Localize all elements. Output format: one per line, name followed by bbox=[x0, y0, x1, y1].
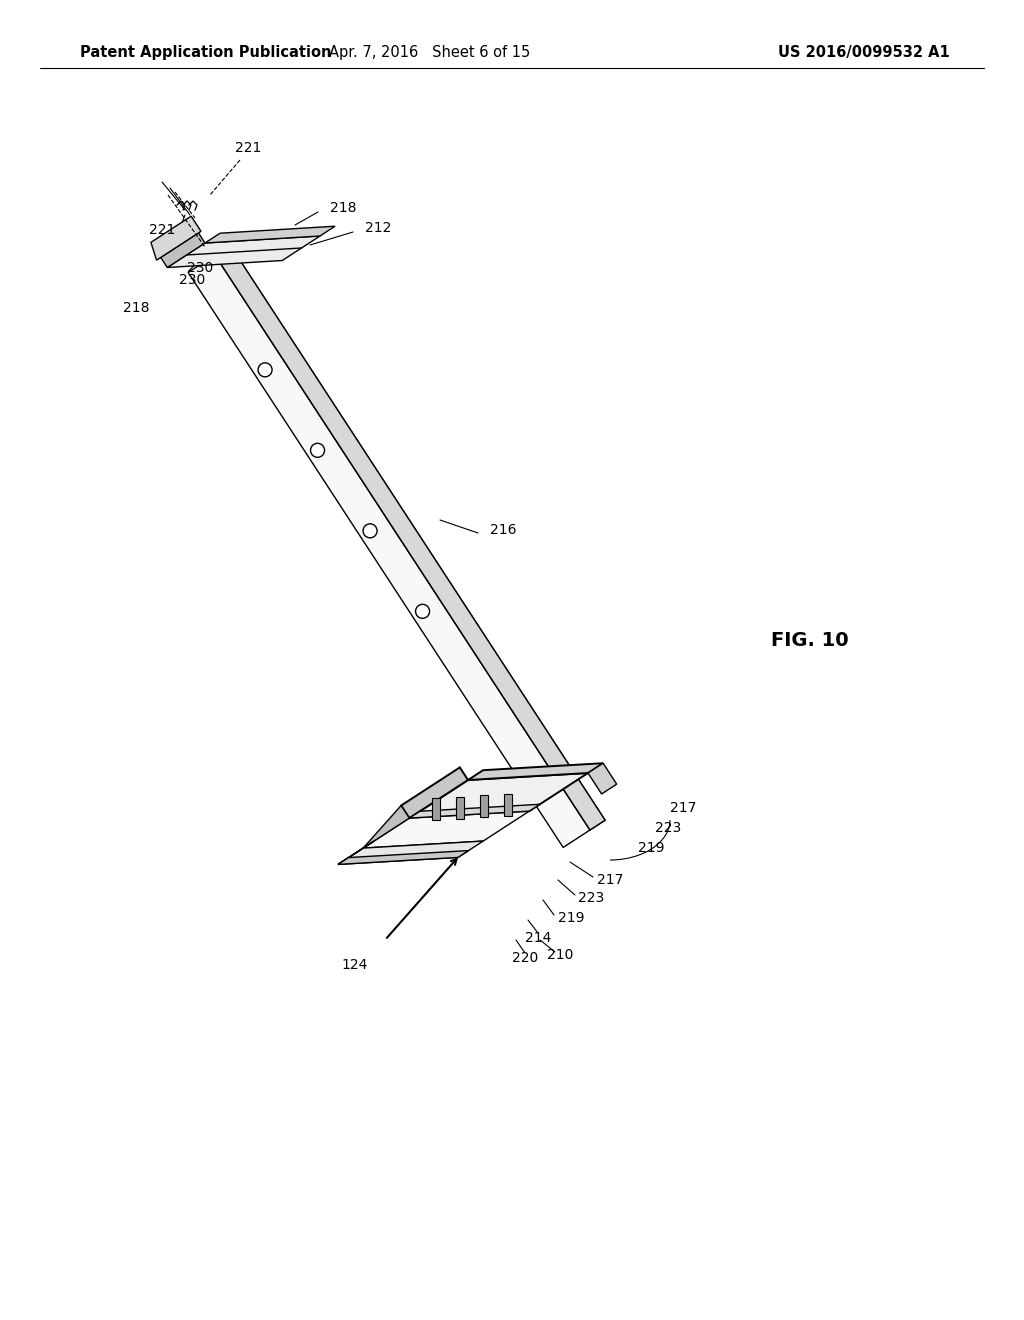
Text: 212: 212 bbox=[365, 220, 391, 235]
Circle shape bbox=[258, 363, 272, 376]
Text: 124: 124 bbox=[342, 958, 369, 972]
Polygon shape bbox=[401, 767, 468, 818]
Text: 217: 217 bbox=[597, 873, 624, 887]
Polygon shape bbox=[167, 236, 319, 268]
Polygon shape bbox=[364, 810, 529, 847]
Circle shape bbox=[364, 524, 377, 537]
Polygon shape bbox=[468, 763, 603, 780]
Text: Apr. 7, 2016   Sheet 6 of 15: Apr. 7, 2016 Sheet 6 of 15 bbox=[330, 45, 530, 59]
Text: 219: 219 bbox=[638, 841, 665, 855]
Polygon shape bbox=[364, 805, 410, 847]
Text: 220: 220 bbox=[512, 950, 539, 965]
Polygon shape bbox=[588, 763, 616, 793]
Polygon shape bbox=[432, 799, 440, 820]
Polygon shape bbox=[215, 246, 605, 830]
Text: 230: 230 bbox=[179, 273, 205, 286]
Polygon shape bbox=[410, 774, 588, 818]
Polygon shape bbox=[151, 216, 201, 260]
Polygon shape bbox=[457, 797, 464, 818]
Polygon shape bbox=[215, 246, 605, 830]
Text: 218: 218 bbox=[124, 301, 150, 315]
Text: 219: 219 bbox=[558, 911, 585, 925]
Text: 214: 214 bbox=[525, 931, 551, 945]
Circle shape bbox=[416, 605, 429, 618]
Text: 221: 221 bbox=[234, 141, 261, 154]
Polygon shape bbox=[410, 804, 540, 818]
Polygon shape bbox=[338, 841, 483, 865]
Text: 230: 230 bbox=[186, 261, 213, 275]
Text: 223: 223 bbox=[578, 891, 604, 906]
Polygon shape bbox=[504, 793, 512, 816]
Polygon shape bbox=[338, 841, 374, 865]
Text: 216: 216 bbox=[490, 523, 516, 537]
Text: 218: 218 bbox=[330, 201, 356, 215]
Polygon shape bbox=[188, 255, 590, 847]
Polygon shape bbox=[205, 226, 335, 243]
Text: Patent Application Publication: Patent Application Publication bbox=[80, 45, 332, 59]
Circle shape bbox=[310, 444, 325, 457]
Text: 223: 223 bbox=[655, 821, 681, 836]
Text: 217: 217 bbox=[670, 801, 696, 814]
Text: 221: 221 bbox=[148, 223, 175, 238]
Polygon shape bbox=[338, 850, 469, 865]
Polygon shape bbox=[480, 796, 488, 817]
Text: 210: 210 bbox=[547, 948, 573, 962]
Polygon shape bbox=[161, 232, 205, 268]
Text: FIG. 10: FIG. 10 bbox=[771, 631, 849, 649]
Text: US 2016/0099532 A1: US 2016/0099532 A1 bbox=[778, 45, 950, 59]
